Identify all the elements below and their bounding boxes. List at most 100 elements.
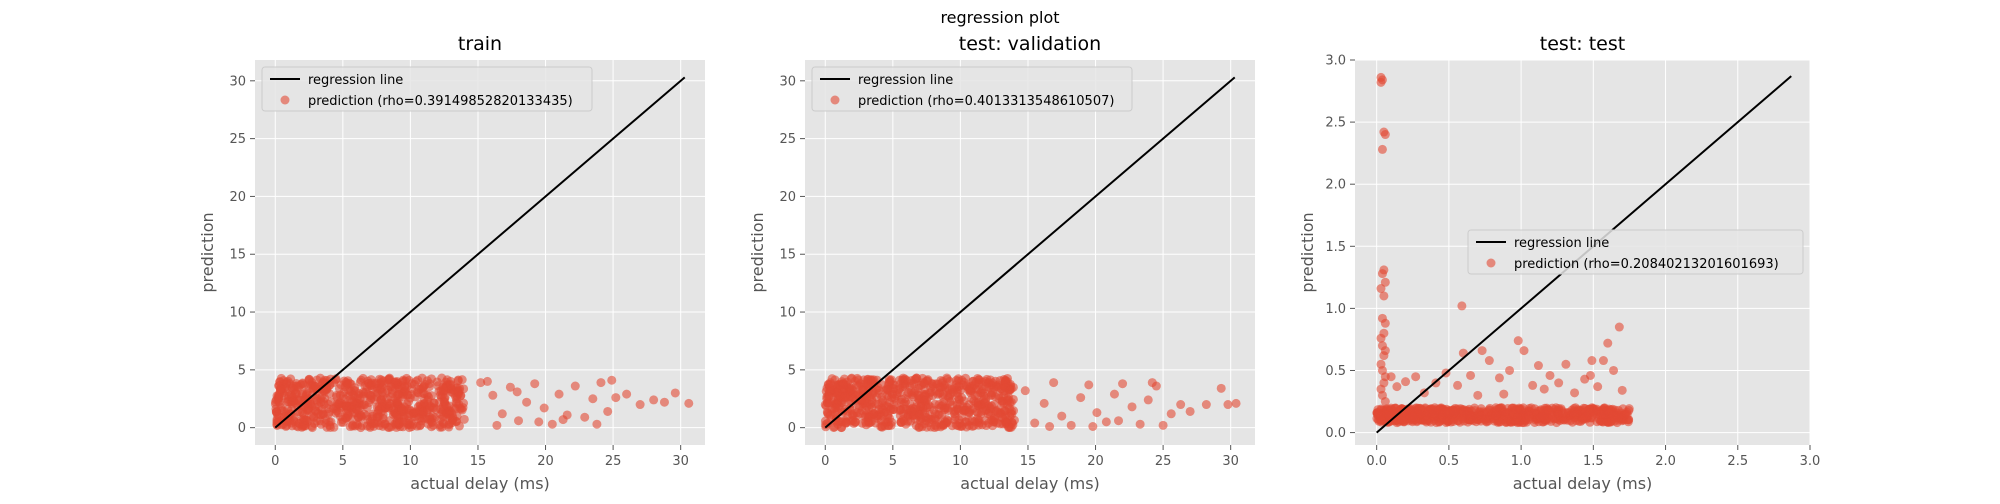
y-tick-label: 2.0: [1325, 178, 1346, 193]
data-point: [649, 395, 659, 405]
data-point: [334, 399, 344, 409]
y-tick-label: 10: [229, 306, 246, 321]
data-point: [1533, 361, 1543, 371]
data-point: [1624, 404, 1634, 414]
data-point: [603, 406, 613, 416]
data-point: [832, 400, 842, 410]
x-axis-label: actual delay (ms): [960, 474, 1100, 493]
data-point: [1411, 372, 1421, 382]
data-point: [497, 409, 507, 419]
data-point: [1524, 411, 1534, 421]
data-point: [1477, 346, 1487, 356]
data-point: [355, 394, 365, 404]
data-point: [1066, 420, 1076, 430]
data-point: [1617, 385, 1627, 395]
legend-label: regression line: [1514, 236, 1609, 251]
data-point: [1491, 403, 1501, 413]
data-point: [1127, 402, 1137, 412]
data-point: [333, 408, 343, 418]
legend: regression line prediction (rho=0.2084021…: [1467, 229, 1804, 275]
data-point: [1593, 382, 1603, 392]
x-tick-label: 10: [402, 454, 419, 469]
data-point: [554, 389, 564, 399]
data-point: [398, 422, 408, 432]
x-tick-label: 1.5: [1583, 454, 1604, 469]
data-point: [457, 405, 467, 415]
x-tick-label: 0: [271, 454, 279, 469]
data-point: [345, 413, 355, 423]
data-point: [476, 378, 486, 388]
data-point: [1049, 378, 1059, 388]
data-point: [959, 396, 969, 406]
data-point: [1545, 370, 1555, 380]
data-point: [886, 405, 896, 415]
x-tick-label: 30: [672, 454, 689, 469]
data-point: [482, 376, 492, 386]
data-point: [1135, 419, 1145, 429]
data-point: [965, 407, 975, 417]
data-point: [1020, 386, 1030, 396]
data-point: [1503, 415, 1513, 425]
data-point: [1379, 291, 1389, 301]
data-point: [1513, 336, 1523, 346]
data-point: [964, 416, 974, 426]
data-point: [903, 388, 913, 398]
data-point: [877, 404, 887, 414]
data-point: [910, 414, 920, 424]
y-tick-label: 0: [238, 421, 246, 436]
data-point: [920, 391, 930, 401]
data-point: [425, 412, 435, 422]
regression-line: [824, 76, 1236, 429]
y-tick-label: 0.5: [1325, 364, 1346, 379]
data-point: [1088, 422, 1098, 432]
data-point: [857, 418, 867, 428]
x-tick-label: 1.0: [1511, 454, 1532, 469]
data-point: [289, 412, 299, 422]
data-point: [453, 376, 463, 386]
data-point: [933, 389, 943, 399]
data-point: [1185, 406, 1195, 416]
data-point: [877, 421, 887, 431]
y-tick-label: 2.5: [1325, 116, 1346, 131]
data-point: [1379, 351, 1389, 361]
chart-panel-1: 0 5 10 15 20 25 30 0 5 10 15 20 25 30 train actual dela…: [198, 33, 705, 493]
data-point: [1101, 417, 1111, 427]
data-point: [314, 401, 324, 411]
data-point: [1384, 411, 1394, 421]
legend-label: prediction (rho=0.39149852820133435): [308, 94, 573, 109]
data-point: [913, 390, 923, 400]
data-point: [300, 415, 310, 425]
data-point: [895, 375, 905, 385]
data-point: [1528, 380, 1538, 390]
data-point: [1377, 269, 1387, 279]
x-tick-label: 20: [537, 454, 554, 469]
y-axis-label: prediction: [1298, 212, 1317, 292]
data-point: [558, 415, 568, 425]
data-point: [435, 422, 445, 432]
y-tick-label: 1.0: [1325, 302, 1346, 317]
y-tick-label: 5: [238, 363, 246, 378]
data-point: [852, 373, 862, 383]
data-point: [1566, 416, 1576, 426]
data-point: [981, 382, 991, 392]
data-point: [979, 391, 989, 401]
data-point: [1386, 372, 1396, 382]
x-tick-label: 2.5: [1727, 454, 1748, 469]
data-point: [1609, 365, 1619, 375]
data-point: [890, 393, 900, 403]
legend-point-swatch: [830, 95, 840, 105]
data-point: [1039, 398, 1049, 408]
data-point: [1500, 407, 1510, 417]
legend-label: regression line: [308, 73, 403, 88]
x-tick-label: 25: [1155, 454, 1172, 469]
legend-label: prediction (rho=0.4013313548610507): [858, 94, 1114, 109]
data-point: [1373, 414, 1383, 424]
data-point: [907, 406, 917, 416]
x-tick-label: 25: [605, 454, 622, 469]
data-point: [1539, 384, 1549, 394]
legend-box: [261, 66, 593, 112]
data-point: [1588, 407, 1598, 417]
x-tick-label: 30: [1222, 454, 1239, 469]
y-tick-label: 3.0: [1325, 54, 1346, 69]
